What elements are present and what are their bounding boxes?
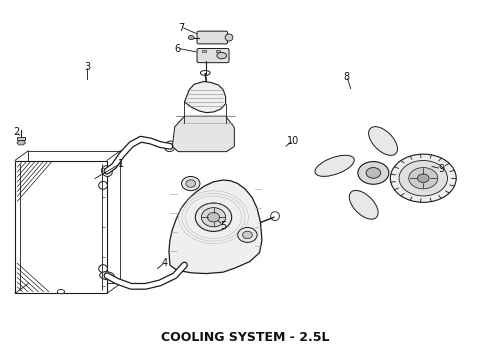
Text: 9: 9 [438, 165, 444, 174]
Text: 4: 4 [162, 258, 168, 268]
Circle shape [188, 35, 194, 40]
Ellipse shape [200, 71, 210, 76]
Circle shape [391, 154, 456, 202]
Ellipse shape [100, 272, 114, 280]
FancyBboxPatch shape [197, 31, 227, 44]
Ellipse shape [186, 180, 196, 187]
Ellipse shape [165, 141, 175, 152]
Ellipse shape [196, 203, 232, 231]
Ellipse shape [397, 170, 437, 190]
Circle shape [399, 161, 447, 196]
Circle shape [358, 162, 389, 184]
Ellipse shape [349, 190, 378, 219]
Ellipse shape [98, 181, 107, 189]
Ellipse shape [270, 212, 279, 221]
Polygon shape [172, 116, 234, 152]
Polygon shape [15, 161, 107, 293]
Text: 10: 10 [287, 136, 299, 146]
Text: 7: 7 [178, 23, 184, 33]
Ellipse shape [217, 53, 226, 59]
Text: 1: 1 [119, 159, 124, 169]
FancyBboxPatch shape [197, 49, 229, 63]
Bar [217, 50, 221, 52]
Polygon shape [169, 180, 262, 274]
Ellipse shape [315, 155, 354, 176]
Circle shape [409, 168, 438, 189]
Ellipse shape [181, 176, 200, 191]
Circle shape [366, 168, 381, 178]
Circle shape [417, 174, 429, 183]
Ellipse shape [101, 166, 112, 176]
Ellipse shape [243, 231, 252, 239]
Text: COOLING SYSTEM - 2.5L: COOLING SYSTEM - 2.5L [161, 331, 329, 344]
Text: 3: 3 [84, 62, 91, 72]
Ellipse shape [57, 289, 65, 294]
Bar [202, 50, 206, 52]
Polygon shape [184, 81, 225, 113]
Ellipse shape [179, 260, 190, 270]
Text: 8: 8 [343, 72, 350, 82]
Polygon shape [17, 141, 25, 145]
Text: 5: 5 [220, 221, 226, 231]
Ellipse shape [368, 127, 397, 156]
Text: 6: 6 [174, 44, 180, 54]
Text: 2: 2 [13, 127, 20, 137]
Ellipse shape [238, 228, 257, 242]
Bar [17, 137, 25, 140]
Ellipse shape [225, 34, 233, 41]
Ellipse shape [207, 212, 220, 222]
Ellipse shape [98, 265, 107, 273]
Ellipse shape [201, 208, 225, 227]
